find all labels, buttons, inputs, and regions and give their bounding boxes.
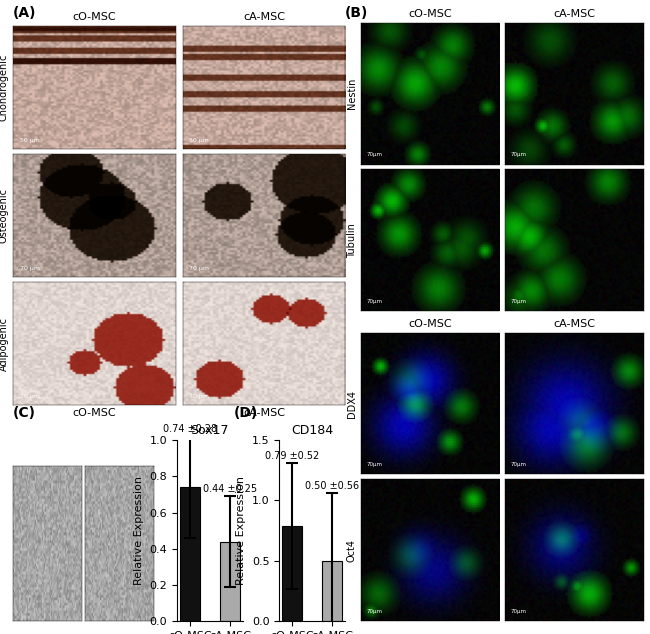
Text: 50 μm: 50 μm	[189, 138, 209, 143]
Y-axis label: Oct4: Oct4	[346, 539, 357, 562]
Title: CD184: CD184	[291, 424, 333, 437]
Text: cA-MSC: cA-MSC	[243, 11, 285, 22]
Title: Sox17: Sox17	[190, 424, 229, 437]
Text: 70 μm: 70 μm	[189, 266, 209, 271]
Text: (A): (A)	[13, 6, 36, 20]
Y-axis label: Relative Expression: Relative Expression	[134, 476, 144, 585]
Y-axis label: Relative Expression: Relative Expression	[237, 476, 246, 585]
Text: 70μm: 70μm	[367, 609, 382, 614]
Text: 0.44 ±0.25: 0.44 ±0.25	[203, 484, 257, 493]
Bar	[220, 541, 240, 621]
Text: 70μm: 70μm	[510, 462, 526, 467]
Text: 0.79 ±0.52: 0.79 ±0.52	[265, 451, 320, 460]
Bar	[180, 487, 200, 621]
Text: 70 μm: 70 μm	[189, 394, 209, 399]
X-axis label: cA-MSC: cA-MSC	[243, 408, 285, 418]
Y-axis label: Osteogenic: Osteogenic	[0, 188, 9, 243]
Text: 70μm: 70μm	[510, 299, 526, 304]
Text: cO-MSC: cO-MSC	[408, 10, 452, 19]
Text: 70μm: 70μm	[367, 299, 382, 304]
Text: 70 μm: 70 μm	[20, 394, 40, 399]
Text: cA-MSC: cA-MSC	[553, 10, 595, 19]
Text: (C): (C)	[13, 406, 36, 420]
Text: (D): (D)	[234, 406, 258, 420]
Text: 70 μm: 70 μm	[20, 266, 40, 271]
Text: 50 μm: 50 μm	[20, 138, 40, 143]
Y-axis label: Adipogenic: Adipogenic	[0, 316, 9, 371]
Text: cO-MSC: cO-MSC	[73, 11, 116, 22]
Text: cA-MSC: cA-MSC	[553, 320, 595, 329]
Text: 70μm: 70μm	[367, 462, 382, 467]
Y-axis label: Tubulin: Tubulin	[346, 223, 357, 258]
Bar	[282, 526, 302, 621]
Y-axis label: Chondrogenic: Chondrogenic	[0, 54, 9, 121]
Text: (B): (B)	[344, 6, 368, 20]
Y-axis label: DDX4: DDX4	[346, 389, 357, 418]
X-axis label: cO-MSC: cO-MSC	[73, 408, 116, 418]
Text: 0.50 ±0.56: 0.50 ±0.56	[306, 481, 359, 491]
Bar	[322, 561, 343, 621]
Y-axis label: Nestin: Nestin	[346, 78, 357, 109]
Text: cO-MSC: cO-MSC	[408, 320, 452, 329]
Text: 0.74 ±0.28: 0.74 ±0.28	[162, 424, 217, 434]
Text: 70μm: 70μm	[510, 152, 526, 157]
Text: 70μm: 70μm	[367, 152, 382, 157]
Text: 70μm: 70μm	[510, 609, 526, 614]
